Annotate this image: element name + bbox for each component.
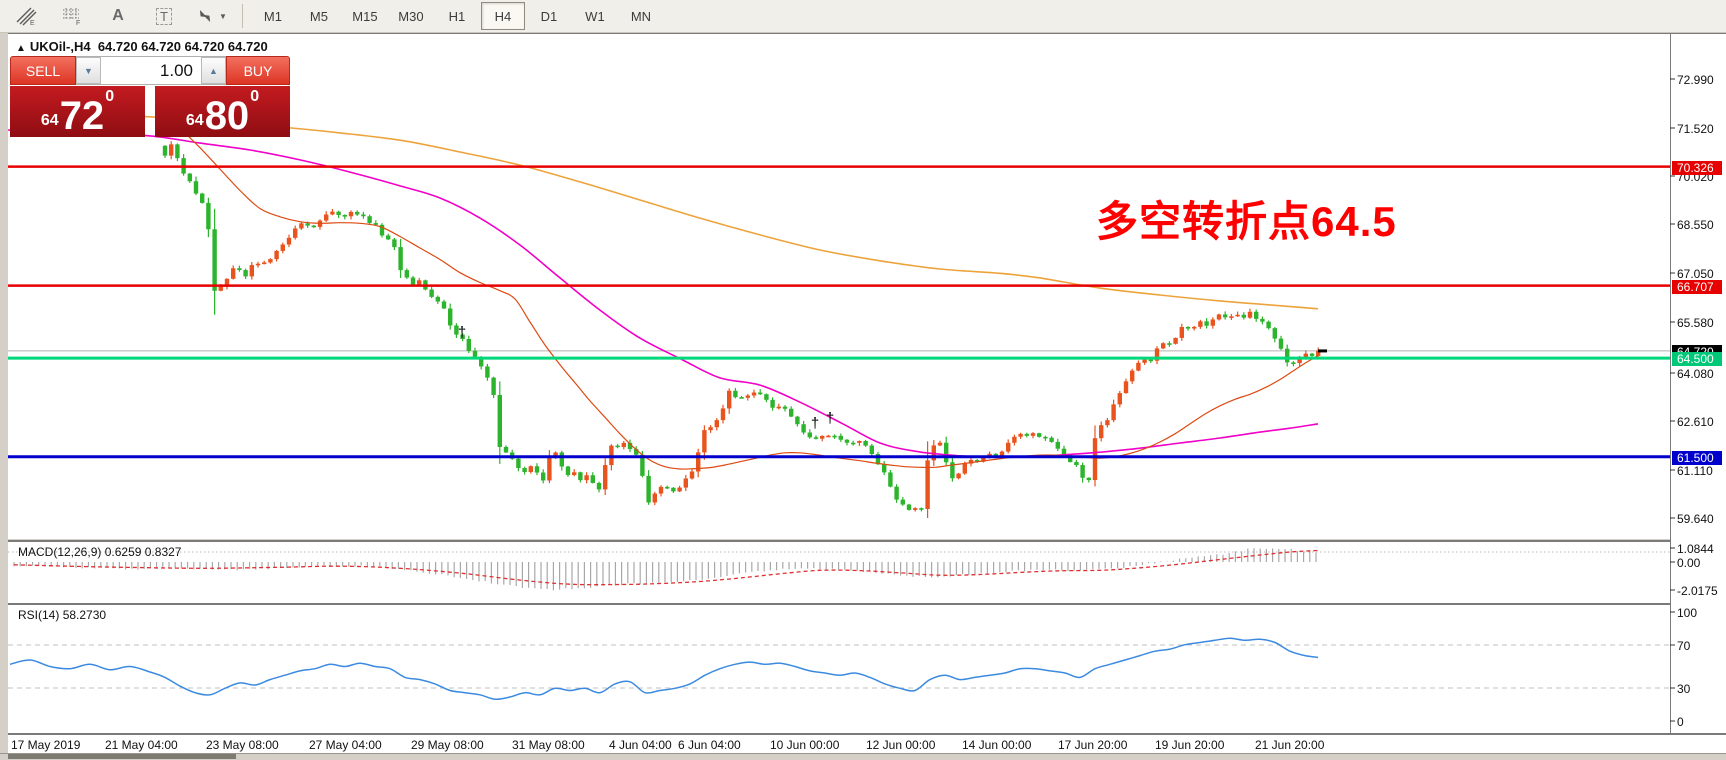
time-label: 17 May 2019 <box>11 738 81 752</box>
svg-text:†: † <box>458 324 466 341</box>
text-box-icon: T <box>156 7 172 25</box>
timeframe-button-H4[interactable]: H4 <box>480 2 525 30</box>
volume-box: ▼ 1.00 ▲ <box>76 56 226 85</box>
timeframe-button-W1[interactable]: W1 <box>585 8 605 24</box>
symbol-label: UKOil-,H4 <box>29 39 91 54</box>
arrows-tool-button[interactable]: ▼ <box>188 2 234 30</box>
chart-styler-icon: E <box>16 7 37 26</box>
macd-tick-label: 0.00 <box>1677 556 1701 570</box>
buy-price-prefix: 64 <box>185 112 204 129</box>
text-label-icon: A <box>112 7 124 24</box>
rsi-tick-label: 70 <box>1677 639 1691 653</box>
time-label: 23 May 08:00 <box>206 738 279 752</box>
price-tick-label: 72.990 <box>1677 73 1714 87</box>
price-tick-label: 62.610 <box>1677 415 1714 429</box>
horizontal-scrollbar <box>0 753 1726 760</box>
buy-price-display[interactable]: 64 80 0 <box>155 86 290 137</box>
price-tick-label: 64.080 <box>1677 367 1714 381</box>
one-click-trading-widget: SELL ▼ 1.00 ▲ BUY 64 72 0 64 80 0 <box>10 56 290 137</box>
buy-button[interactable]: BUY <box>226 56 290 85</box>
sell-price-prefix: 64 <box>40 112 59 129</box>
timeframe-button-MN[interactable]: MN <box>630 8 652 24</box>
time-label: 17 Jun 20:00 <box>1058 738 1128 752</box>
time-label: 14 Jun 00:00 <box>962 738 1032 752</box>
price-tick-label: 61.110 <box>1677 464 1713 478</box>
time-label: 27 May 04:00 <box>309 738 382 752</box>
buy-price-big: 80 <box>204 94 250 138</box>
price-tick-label: 68.550 <box>1677 218 1714 232</box>
rsi-tick-label: 30 <box>1677 682 1691 696</box>
time-label: 19 Jun 20:00 <box>1155 738 1225 752</box>
time-label: 10 Jun 00:00 <box>770 738 840 752</box>
rsi-tick-label: 0 <box>1677 715 1684 729</box>
time-axis: 17 May 2019 21 May 04:00 23 May 08:00 27 Ma… <box>8 733 1726 755</box>
collapse-triangle-icon[interactable]: ▲ <box>16 43 26 54</box>
arrows-tool-icon <box>199 10 211 22</box>
ohlc-quotes: 64.720 64.720 64.720 64.720 <box>97 39 268 54</box>
rsi-label: RSI(14) 58.2730 <box>18 608 107 622</box>
price-tick-label: 71.520 <box>1677 122 1714 136</box>
price-tag-64.500: 64.500 <box>1672 352 1722 367</box>
dropdown-arrow-icon: ▼ <box>219 11 227 21</box>
price-tick-label: 65.580 <box>1677 316 1714 330</box>
text-box-button[interactable]: T <box>142 2 186 30</box>
price-tag-70.326: 70.326 <box>1672 160 1722 175</box>
buy-price-sup: 0 <box>250 88 260 105</box>
chart-annotation-text[interactable]: 多空转折点64.5 <box>1096 198 1397 245</box>
sell-price-display[interactable]: 64 72 0 <box>10 86 145 137</box>
sell-price-sup: 0 <box>105 88 115 105</box>
macd-label: MACD(12,26,9) 0.6259 0.8327 <box>18 545 182 559</box>
grid-icon: F <box>63 8 80 26</box>
macd-tick-label: -2.0175 <box>1677 584 1718 598</box>
timeframe-button-M15[interactable]: M15 <box>352 8 378 24</box>
svg-text:†: † <box>826 410 834 427</box>
time-label: 6 Jun 04:00 <box>678 738 741 752</box>
time-label: 31 May 08:00 <box>512 738 585 752</box>
timeframe-button-M30[interactable]: M30 <box>398 8 424 24</box>
svg-text:F: F <box>76 20 80 26</box>
timeframe-button-M5[interactable]: M5 <box>309 8 328 24</box>
timeframe-button-D1[interactable]: D1 <box>540 8 558 24</box>
rsi-panel[interactable] <box>8 603 1670 733</box>
scrollbar-thumb[interactable] <box>8 754 236 759</box>
svg-text:†: † <box>811 415 819 432</box>
sell-price-big: 72 <box>59 94 105 138</box>
volume-increase-button[interactable]: ▲ <box>201 57 226 84</box>
toolbar: E F A T ▼ M1 M5 M15 M30 H1 H4 D1 W1 MN <box>0 0 1726 33</box>
time-label: 12 Jun 00:00 <box>866 738 936 752</box>
price-tick-label: 59.640 <box>1677 512 1714 526</box>
chart-title: ▲ UKOil-,H4 64.720 64.720 64.720 64.720 <box>16 39 268 54</box>
price-tick-label: 67.050 <box>1677 267 1714 281</box>
time-label: 29 May 08:00 <box>411 738 484 752</box>
toolbar-separator <box>241 4 243 28</box>
rsi-tick-label: 100 <box>1677 606 1698 620</box>
macd-panel[interactable] <box>8 540 1670 603</box>
price-axis: 72.990 71.520 70.020 68.550 67.050 65.580 64.0… <box>1670 33 1726 754</box>
time-label: 21 Jun 20:00 <box>1255 738 1325 752</box>
text-label-button[interactable]: A <box>96 2 140 30</box>
volume-input[interactable]: 1.00 <box>159 60 193 80</box>
chart-styler-button[interactable]: E <box>4 2 48 30</box>
macd-tick-label: 1.0844 <box>1677 542 1714 556</box>
timeframe-button-M1[interactable]: M1 <box>263 8 282 24</box>
grid-button[interactable]: F <box>50 2 94 30</box>
time-label: 4 Jun 04:00 <box>609 738 672 752</box>
price-tag-66.707: 66.707 <box>1672 279 1722 294</box>
timeframe-button-H1[interactable]: H1 <box>448 8 466 24</box>
time-label: 21 May 04:00 <box>105 738 178 752</box>
price-tag-61.500: 61.500 <box>1672 450 1722 465</box>
svg-text:E: E <box>30 20 35 26</box>
sell-button[interactable]: SELL <box>10 56 76 85</box>
volume-decrease-button[interactable]: ▼ <box>76 57 101 84</box>
